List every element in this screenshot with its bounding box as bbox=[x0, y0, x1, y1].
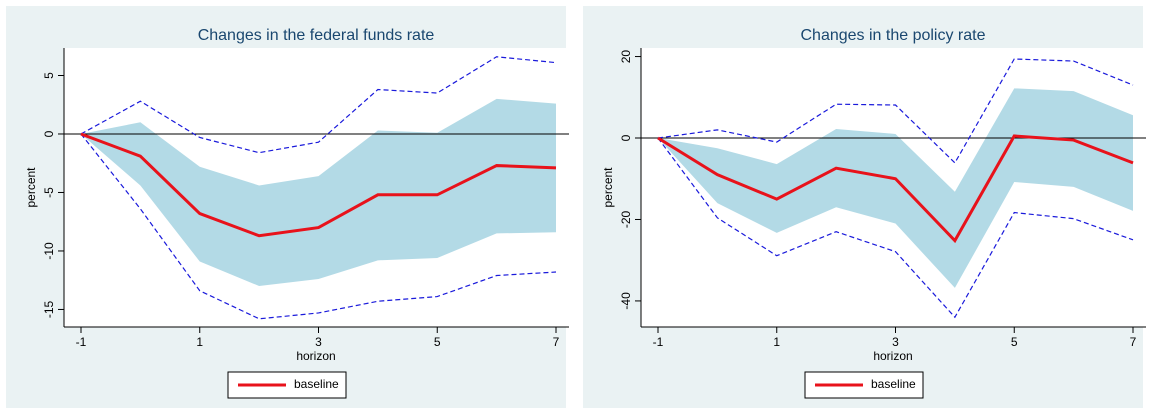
chart-title: Changes in the federal funds rate bbox=[198, 27, 435, 44]
chart-title: Changes in the policy rate bbox=[801, 27, 986, 44]
y-axis-label: percent bbox=[24, 167, 38, 208]
y-tick-label: -10 bbox=[42, 242, 56, 260]
ci-upper-line bbox=[80, 56, 557, 154]
baseline-line bbox=[80, 132, 557, 238]
x-tick-label: -1 bbox=[653, 335, 664, 349]
panel: Changes in the policy rate -40 -20 0 20 -1 1 3 5… bbox=[583, 6, 1146, 408]
y-tick-label: -5 bbox=[42, 187, 56, 198]
x-tick-label: -1 bbox=[76, 335, 87, 349]
y-tick-label: -15 bbox=[42, 300, 56, 318]
ci-upper-line bbox=[657, 58, 1134, 164]
baseline-line bbox=[657, 134, 1134, 244]
legend-label: baseline bbox=[871, 377, 916, 391]
x-axis-label: horizon bbox=[296, 349, 335, 363]
ci-lower-line bbox=[80, 133, 557, 320]
panel: Changes in the federal funds rate-15-10-… bbox=[6, 6, 569, 408]
x-tick-label: 1 bbox=[773, 335, 780, 349]
x-tick-label: 7 bbox=[553, 335, 560, 349]
x-tick-label: 1 bbox=[196, 335, 203, 349]
ci-lower-line bbox=[657, 137, 1134, 319]
x-axis-label: horizon bbox=[873, 349, 912, 363]
y-tick-label: 20 bbox=[619, 50, 633, 64]
x-tick-label: 7 bbox=[1130, 335, 1137, 349]
x-tick-label: 3 bbox=[315, 335, 322, 349]
confidence-band bbox=[81, 98, 556, 287]
x-tick-label: 5 bbox=[1011, 335, 1018, 349]
y-tick-label: 5 bbox=[42, 72, 56, 79]
legend-label: baseline bbox=[294, 377, 339, 391]
y-axis-label: percent bbox=[601, 167, 615, 208]
y-tick-label: 0 bbox=[619, 134, 633, 141]
y-tick-label: 0 bbox=[42, 130, 56, 137]
x-tick-label: 5 bbox=[434, 335, 441, 349]
x-tick-label: 3 bbox=[892, 335, 899, 349]
y-tick-label: -20 bbox=[619, 210, 633, 228]
y-tick-label: -40 bbox=[619, 292, 633, 310]
